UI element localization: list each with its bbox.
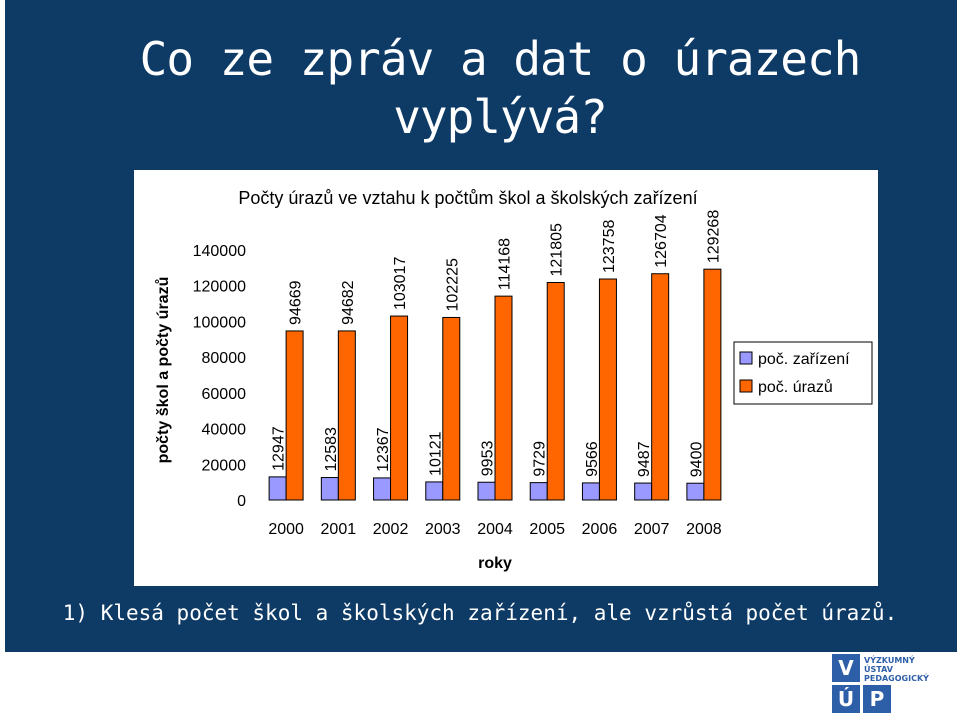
data-label: 103017 xyxy=(392,257,409,310)
bar-facilities xyxy=(686,482,705,501)
legend-swatch xyxy=(739,379,753,393)
legend-label: poč. úrazů xyxy=(758,378,833,396)
logo-text-line-2: ÚSTAV xyxy=(864,665,893,674)
bar-injuries xyxy=(442,316,461,501)
data-label: 121805 xyxy=(549,223,566,276)
x-tick-label: 2004 xyxy=(477,521,513,538)
y-axis-label: počty škol a počty úrazů xyxy=(155,277,172,464)
data-label: 12947 xyxy=(271,426,288,471)
data-label: 9953 xyxy=(480,441,497,477)
legend-label: poč. zařízení xyxy=(758,351,850,368)
logo-letter-v: V xyxy=(832,654,860,682)
x-tick-label: 2008 xyxy=(686,521,722,538)
data-label: 114168 xyxy=(497,238,514,290)
y-tick-label: 80000 xyxy=(202,350,247,367)
footnote: 1) Klesá počet škol a školských zařízení… xyxy=(62,601,898,625)
bar-facilities xyxy=(268,476,287,501)
data-label: 9729 xyxy=(532,441,549,477)
y-tick-label: 120000 xyxy=(193,279,246,296)
data-label: 9566 xyxy=(584,441,601,477)
data-label: 94682 xyxy=(340,280,357,325)
bar-injuries xyxy=(598,278,617,501)
x-tick-label: 2006 xyxy=(582,521,618,538)
bar-injuries xyxy=(651,273,670,501)
bar-facilities xyxy=(529,482,548,501)
bar-facilities xyxy=(425,481,444,501)
bar-injuries xyxy=(546,281,565,501)
logo-text: VÝZKUMNÝ ÚSTAV PEDAGOGICKÝ xyxy=(864,656,952,683)
x-axis-label: roky xyxy=(478,555,512,572)
data-label: 123758 xyxy=(601,220,618,273)
bar-injuries xyxy=(494,295,513,501)
data-label: 12583 xyxy=(323,427,340,472)
x-tick-label: 2003 xyxy=(425,521,461,538)
y-tick-label: 60000 xyxy=(202,386,247,403)
y-tick-label: 100000 xyxy=(193,314,246,331)
logo-text-line-3: PEDAGOGICKÝ xyxy=(864,674,929,683)
slide-title: Co ze zpráv a dat o úrazech vyplývá? xyxy=(0,30,960,146)
data-label: 94669 xyxy=(288,280,305,325)
x-tick-label: 2000 xyxy=(268,521,304,538)
data-label: 129268 xyxy=(705,210,722,263)
bar-injuries xyxy=(285,330,304,501)
vup-logo: V Ú P VÝZKUMNÝ ÚSTAV PEDAGOGICKÝ xyxy=(832,652,952,714)
y-tick-label: 0 xyxy=(237,493,246,510)
y-tick-label: 140000 xyxy=(193,243,246,260)
bar-chart: Počty úrazů ve vztahu k počtům škol a šk… xyxy=(155,188,873,572)
x-tick-label: 2005 xyxy=(529,521,565,538)
slide-title-line-2: vyplývá? xyxy=(393,90,608,144)
bar-facilities xyxy=(320,477,339,501)
data-label: 12367 xyxy=(375,427,392,472)
bar-injuries xyxy=(337,330,356,501)
chart-panel: Počty úrazů ve vztahu k počtům škol a šk… xyxy=(134,170,878,586)
chart-title: Počty úrazů ve vztahu k počtům škol a šk… xyxy=(238,188,697,208)
logo-text-line-1: VÝZKUMNÝ xyxy=(864,656,915,665)
y-tick-label: 40000 xyxy=(202,422,247,439)
data-label: 9400 xyxy=(688,442,705,478)
bar-facilities xyxy=(634,482,653,501)
x-tick-label: 2002 xyxy=(373,521,409,538)
x-tick-label: 2001 xyxy=(321,521,357,538)
bar-facilities xyxy=(581,482,600,501)
data-label: 126704 xyxy=(653,214,670,267)
logo-letter-p: P xyxy=(863,685,891,713)
bar-facilities xyxy=(477,481,496,501)
data-label: 10121 xyxy=(427,431,444,476)
logo-letter-u: Ú xyxy=(832,685,860,713)
data-label: 102225 xyxy=(444,258,461,311)
y-tick-label: 20000 xyxy=(202,457,247,474)
bar-facilities xyxy=(373,477,392,501)
legend-swatch xyxy=(739,351,753,365)
data-label: 9487 xyxy=(636,441,653,477)
legend-box xyxy=(733,341,873,405)
bar-injuries xyxy=(390,315,409,501)
slide-title-line-1: Co ze zpráv a dat o úrazech xyxy=(139,32,862,86)
x-tick-label: 2007 xyxy=(634,521,670,538)
bar-injuries xyxy=(703,268,722,501)
